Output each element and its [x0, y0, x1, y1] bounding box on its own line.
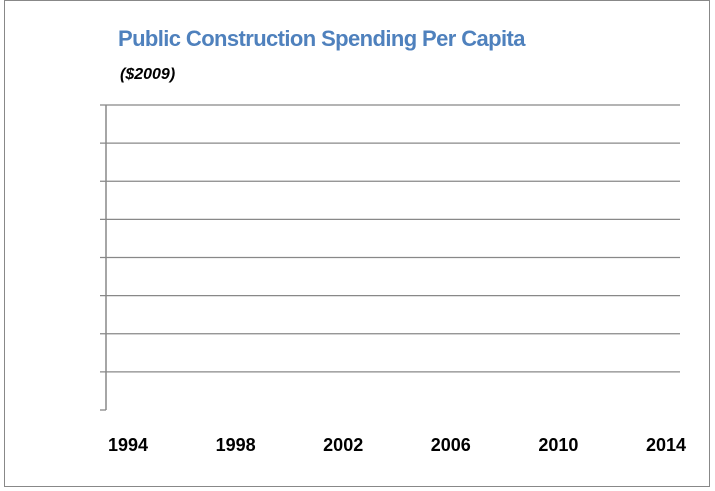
x-tick-label: 2006	[431, 435, 471, 455]
x-tick-label: 2002	[323, 435, 363, 455]
chart-frame	[4, 0, 710, 487]
x-tick-label: 1998	[216, 435, 256, 455]
x-tick-label: 1994	[108, 435, 148, 455]
x-tick-label: 2010	[538, 435, 578, 455]
chart-title: Public Construction Spending Per Capita	[118, 26, 526, 51]
x-tick-label: 2014	[646, 435, 686, 455]
chart-subtitle: ($2009)	[120, 66, 175, 83]
